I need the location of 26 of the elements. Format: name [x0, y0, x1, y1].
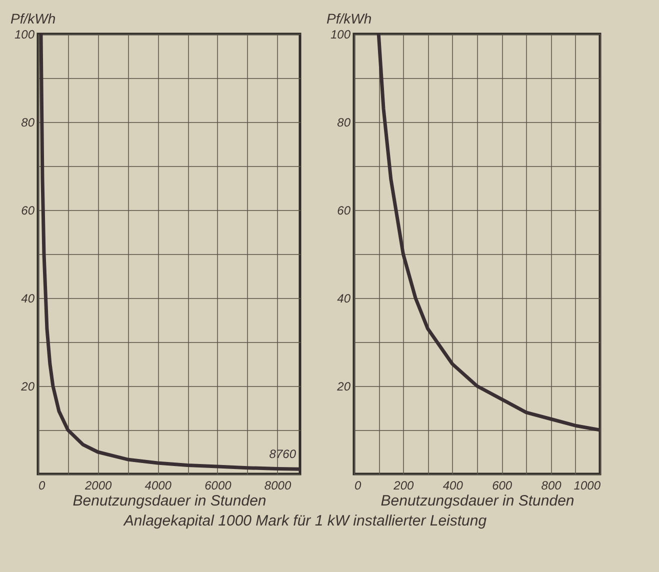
y-tick-label: 40 [21, 292, 35, 306]
y-tick-label: 80 [21, 116, 35, 130]
y-axis-title: Pf/kWh [326, 10, 372, 26]
y-tick-label: 100 [14, 28, 35, 42]
text: Anlagekapital 1000 Mark für 1 kW installierter Leistung [122, 512, 488, 530]
y-tick-label: 60 [337, 204, 351, 218]
x-tick-label: 1000 [574, 478, 601, 492]
y-tick-label: 20 [20, 380, 35, 394]
x-tick-label: 0 [354, 478, 362, 492]
x-tick-label: 4000 [144, 478, 172, 492]
x-tick-label: 8000 [264, 478, 292, 492]
x-tick-label: 800 [541, 478, 562, 492]
y-tick-label: 20 [336, 380, 351, 394]
x-axis-title: Benutzungsdauer in Stunden [72, 492, 266, 510]
x-tick-label: 200 [392, 478, 414, 492]
x-tick-label: 2000 [84, 478, 112, 492]
y-axis-title: Pf/kWh [10, 10, 56, 26]
y-tick-label: 60 [21, 204, 35, 218]
y-tick-label: 40 [337, 292, 351, 306]
x-tick-label: 400 [442, 478, 464, 492]
x-tick-label: 0 [38, 478, 46, 492]
x-axis-title: Benutzungsdauer in Stunden [380, 492, 574, 510]
x-tick-label: 600 [492, 478, 512, 492]
y-tick-label: 100 [330, 28, 351, 42]
x-tick-label: 6000 [204, 478, 232, 492]
y-tick-label: 80 [337, 116, 351, 130]
